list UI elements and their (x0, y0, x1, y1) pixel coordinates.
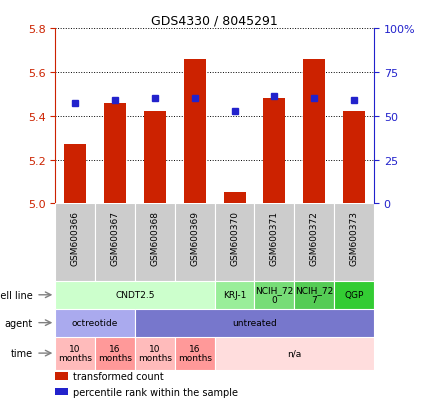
Bar (184, 59, 206, 204)
Title: GDS4330 / 8045291: GDS4330 / 8045291 (151, 15, 278, 28)
Text: GSM600370: GSM600370 (230, 210, 239, 265)
Text: cell line: cell line (0, 290, 33, 300)
Bar (135, 309, 374, 337)
Text: 16
months: 16 months (98, 344, 132, 363)
Bar (255, 204, 294, 281)
Bar (95, 337, 135, 370)
Text: GSM600372: GSM600372 (310, 210, 319, 265)
Bar (55, 309, 135, 337)
Bar (55, 337, 95, 370)
Bar (135, 337, 175, 370)
Text: CNDT2.5: CNDT2.5 (115, 291, 155, 299)
Bar (343, 112, 365, 204)
Text: transformed count: transformed count (73, 371, 164, 381)
Bar (95, 204, 135, 281)
Bar (224, 193, 246, 204)
Text: octreotide: octreotide (72, 318, 118, 328)
Bar (334, 281, 374, 309)
Text: agent: agent (5, 318, 33, 328)
Bar (55, 388, 68, 395)
Text: GSM600371: GSM600371 (270, 210, 279, 265)
Bar (104, 103, 126, 204)
Text: 10
months: 10 months (138, 344, 172, 363)
Bar (64, 145, 86, 204)
Bar (175, 204, 215, 281)
Text: GSM600366: GSM600366 (71, 210, 79, 265)
Text: 10
months: 10 months (58, 344, 92, 363)
Text: untreated: untreated (232, 318, 277, 328)
Bar (255, 281, 294, 309)
Bar (175, 337, 215, 370)
Bar (294, 204, 334, 281)
Bar (303, 59, 325, 204)
Bar (55, 281, 215, 309)
Text: GSM600367: GSM600367 (110, 210, 119, 265)
Text: percentile rank within the sample: percentile rank within the sample (73, 387, 238, 396)
Bar (144, 112, 166, 204)
Text: n/a: n/a (287, 349, 301, 358)
Bar (334, 204, 374, 281)
Text: KRJ-1: KRJ-1 (223, 291, 246, 299)
Text: NCIH_72
0: NCIH_72 0 (255, 286, 294, 304)
Bar (135, 204, 175, 281)
Text: time: time (11, 348, 33, 358)
Bar (215, 204, 255, 281)
Text: GSM600373: GSM600373 (350, 210, 359, 265)
Bar (294, 281, 334, 309)
Text: GSM600369: GSM600369 (190, 210, 199, 265)
Text: QGP: QGP (344, 291, 364, 299)
Text: NCIH_72
7: NCIH_72 7 (295, 286, 333, 304)
Bar (215, 337, 374, 370)
Text: 16
months: 16 months (178, 344, 212, 363)
Text: GSM600368: GSM600368 (150, 210, 159, 265)
Bar (55, 204, 95, 281)
Bar (264, 99, 285, 204)
Bar (215, 281, 255, 309)
Bar (55, 372, 68, 380)
